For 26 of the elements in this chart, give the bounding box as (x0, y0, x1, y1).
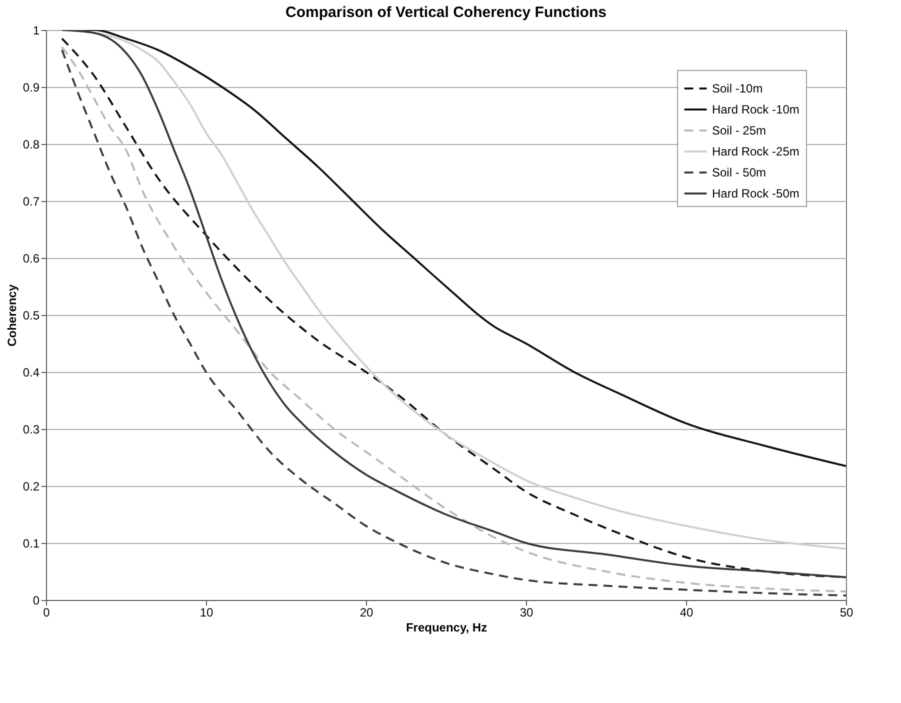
legend-label: Hard Rock -10m (712, 102, 800, 116)
legend-label: Soil - 25m (712, 124, 766, 138)
y-tick-label: 0.6 (22, 252, 40, 266)
y-axis-title: Coherency (4, 284, 19, 347)
y-tick-label: 0.4 (22, 366, 40, 380)
chart-title: Comparison of Vertical Coherency Functions (286, 4, 606, 21)
x-tick-label: 10 (200, 606, 214, 620)
legend-label: Hard Rock -25m (712, 144, 800, 158)
x-axis-title: Frequency, Hz (406, 620, 488, 634)
legend-label: Soil -10m (712, 82, 763, 96)
y-tick-label: 0.1 (22, 536, 40, 550)
y-tick-label: 0.3 (22, 422, 40, 436)
x-tick-label: 50 (840, 606, 854, 620)
x-tick-label: 20 (360, 606, 374, 620)
x-tick-label: 40 (680, 606, 694, 620)
legend-label: Hard Rock -50m (712, 186, 800, 200)
y-tick-label: 1 (32, 24, 40, 38)
y-tick-label: 0.5 (22, 308, 40, 322)
legend-label: Soil - 50m (712, 166, 766, 180)
y-tick-label: 0.7 (22, 194, 40, 208)
y-tick-label: 0 (32, 594, 40, 608)
y-tick-label: 0.9 (22, 80, 40, 94)
y-tick-label: 0.8 (22, 138, 40, 152)
x-tick-label: 0 (43, 606, 50, 620)
y-tick-label: 0.2 (22, 480, 40, 494)
x-tick-label: 30 (520, 606, 534, 620)
